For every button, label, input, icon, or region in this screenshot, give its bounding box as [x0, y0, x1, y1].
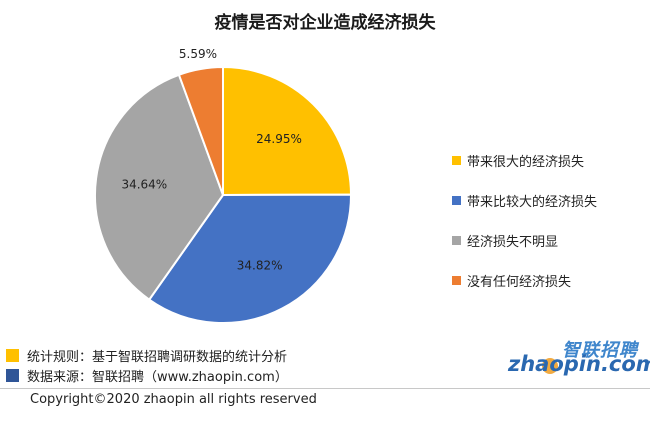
- legend-swatch: [452, 155, 461, 165]
- pie-slice: [94, 73, 225, 302]
- legend-item: 经济损失不明显: [452, 220, 597, 260]
- note-swatch: [6, 368, 19, 382]
- legend-item: 带来比较大的经济损失: [452, 180, 597, 220]
- legend-label: 带来很大的经济损失: [467, 154, 585, 170]
- note-rule: 统计规则：基于智联招聘调研数据的统计分析: [6, 345, 288, 365]
- logo-en-text: zhaopin.com: [508, 352, 650, 376]
- legend-label: 经济损失不明显: [467, 234, 559, 250]
- legend-swatch: [452, 195, 461, 205]
- legend-swatch: [452, 275, 461, 285]
- legend-label: 没有任何经济损失: [467, 274, 572, 290]
- note-swatch: [6, 348, 19, 362]
- slice-label: 24.95%: [256, 132, 302, 146]
- logo-cn-text: 智联招聘: [562, 340, 638, 361]
- slice-label: 34.82%: [237, 258, 283, 272]
- pie-slice: [222, 65, 353, 197]
- zhaopin-logo: 智联招聘 zhaopin.com: [508, 336, 650, 380]
- legend-label: 带来比较大的经济损失: [467, 194, 598, 210]
- pie-slice: [147, 193, 352, 324]
- note-text: 数据来源：智联招聘（www.zhaopin.com）: [27, 369, 288, 385]
- pie-chart: 24.95% 34.82% 34.64% 5.59%: [94, 47, 353, 324]
- note-text: 统计规则：基于智联招聘调研数据的统计分析: [27, 349, 288, 365]
- divider: [0, 388, 650, 389]
- legend-item: 没有任何经济损失: [452, 260, 597, 300]
- note-source: 数据来源：智联招聘（www.zhaopin.com）: [6, 365, 288, 385]
- chart-title: 疫情是否对企业造成经济损失: [214, 13, 436, 33]
- slice-label: 5.59%: [179, 47, 217, 61]
- slice-label: 34.64%: [121, 178, 167, 192]
- copyright-text: Copyright©2020 zhaopin all rights reserv…: [30, 392, 317, 407]
- pie-slice: [177, 65, 224, 196]
- legend-swatch: [452, 235, 461, 245]
- legend-item: 带来很大的经济损失: [452, 140, 597, 180]
- chart-legend: 带来很大的经济损失 带来比较大的经济损失 经济损失不明显 没有任何经济损失: [452, 140, 597, 300]
- logo-swoosh-icon: [542, 358, 558, 374]
- footer-notes: 统计规则：基于智联招聘调研数据的统计分析 数据来源：智联招聘（www.zhaop…: [6, 345, 288, 385]
